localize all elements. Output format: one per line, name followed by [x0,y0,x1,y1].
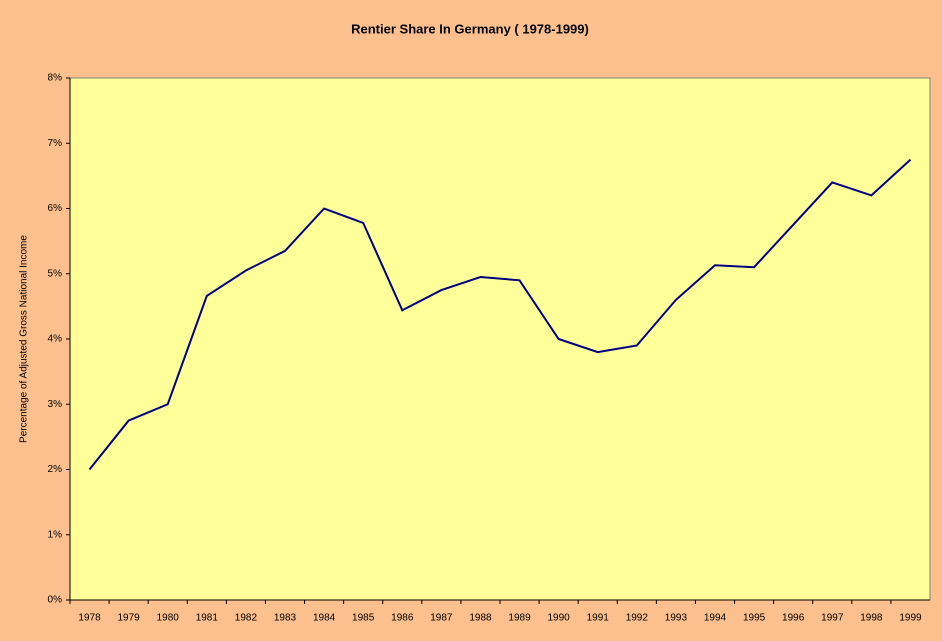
y-axis-label: Percentage of Adjusted Gross National In… [19,235,30,443]
x-tick-label: 1991 [587,613,610,624]
x-tick-label: 1986 [391,613,414,624]
x-tick-label: 1996 [782,613,805,624]
plot-area [69,77,931,601]
x-tick-label: 1999 [899,613,922,624]
x-tick-label: 1993 [665,613,688,624]
y-tick-label: 6% [48,203,63,214]
x-tick-label: 1984 [313,613,336,624]
x-tick-label: 1988 [469,613,492,624]
x-tick-label: 1998 [860,613,883,624]
x-tick-label: 1997 [821,613,844,624]
x-tick-label: 1983 [274,613,297,624]
data-line [88,158,912,471]
chart-title: Rentier Share In Germany ( 1978-1999) [351,21,589,36]
y-tick-label: 7% [48,138,63,149]
y-tick-label: 8% [48,73,63,84]
x-tick-label: 1980 [157,613,180,624]
y-tick-label: 4% [48,334,63,345]
y-tick-label: 3% [48,399,63,410]
y-tick-label: 1% [48,529,63,540]
x-tick-label: 1978 [78,613,101,624]
x-tick-label: 1989 [508,613,531,624]
y-tick-label: 2% [48,464,63,475]
y-tick-label: 0% [48,595,63,606]
x-tick-label: 1992 [626,613,649,624]
x-tick-label: 1987 [430,613,453,624]
x-tick-label: 1982 [235,613,258,624]
x-tick-label: 1995 [743,613,766,624]
x-tick-label: 1979 [118,613,141,624]
x-tick-label: 1990 [548,613,571,624]
x-tick-label: 1994 [704,613,727,624]
y-tick-label: 5% [48,268,63,279]
x-tick-label: 1981 [196,613,219,624]
x-tick-label: 1985 [352,613,375,624]
